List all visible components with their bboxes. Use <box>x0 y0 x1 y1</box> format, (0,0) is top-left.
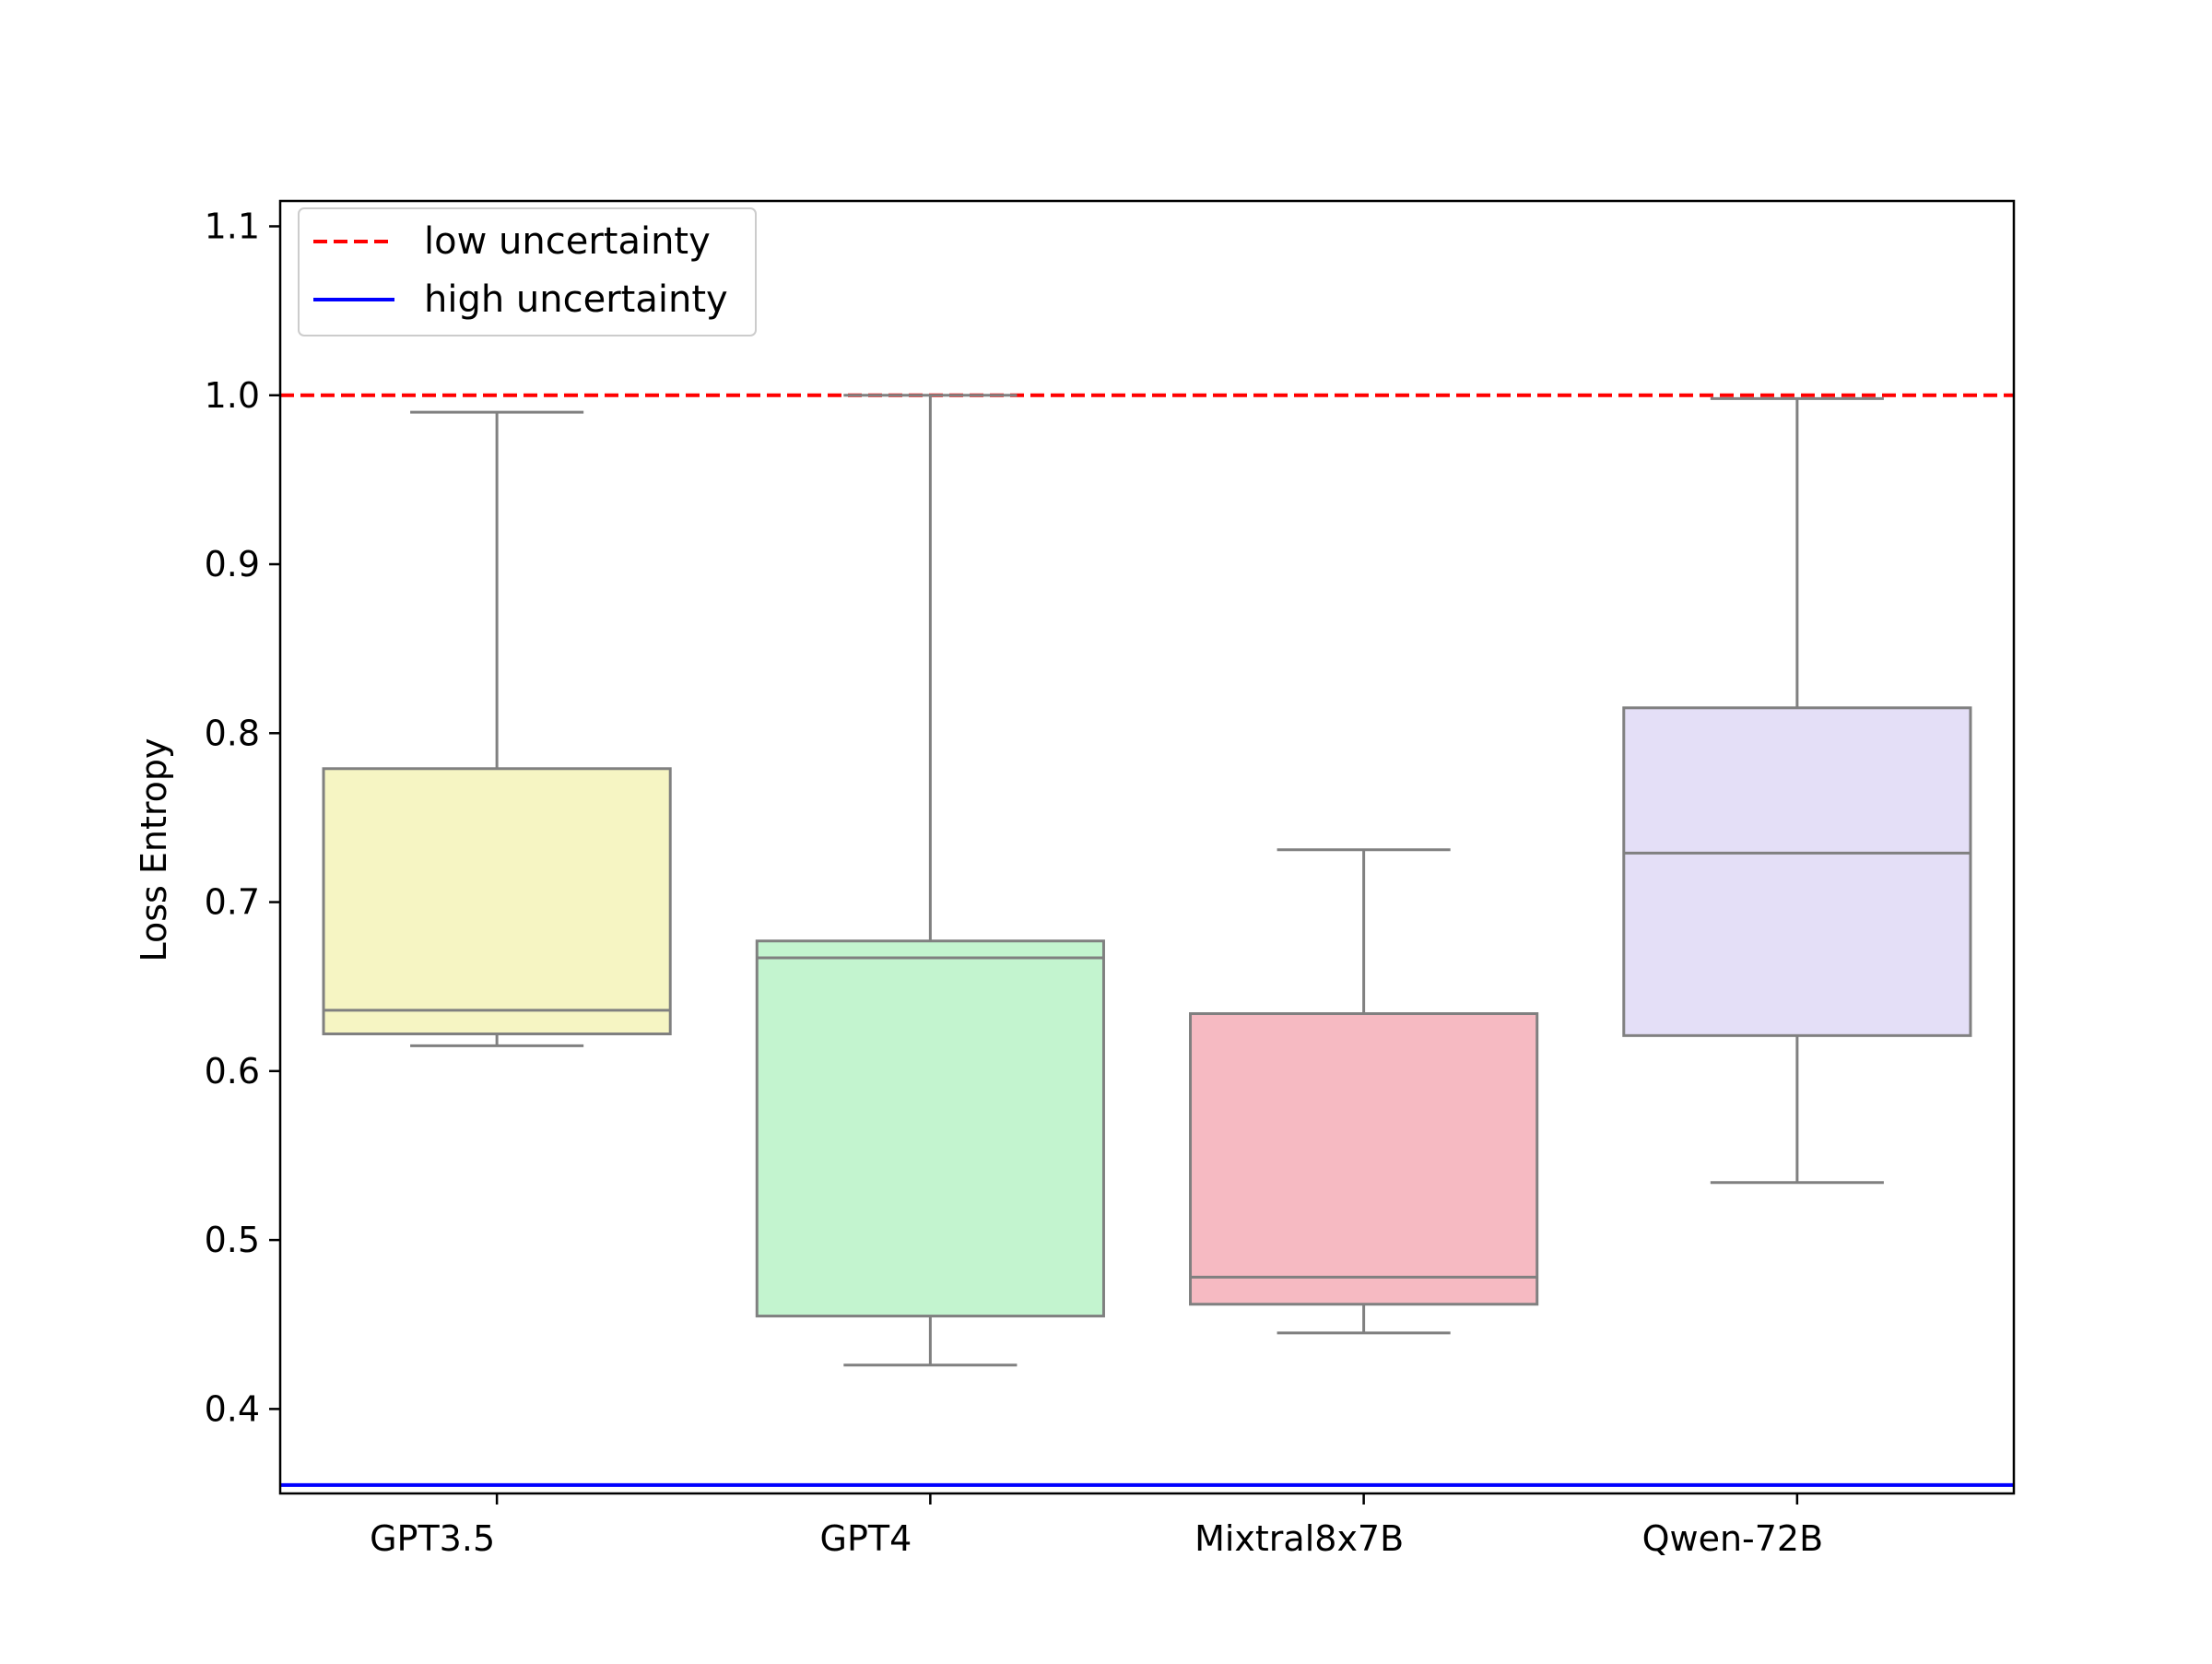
x-tick-label: Mixtral8x7B <box>1194 1518 1404 1559</box>
box-body <box>1622 706 1972 1037</box>
legend: low uncertainty high uncertainty <box>298 207 757 336</box>
y-tick-label: 1.0 <box>205 375 260 416</box>
y-tick-label: 0.5 <box>205 1220 260 1260</box>
legend-label-high-uncertainty: high uncertainty <box>424 278 728 321</box>
box-body <box>322 767 672 1036</box>
y-tick-label: 0.9 <box>205 544 260 584</box>
box-mixtral8x7b <box>1189 848 1539 1335</box>
legend-label-low-uncertainty: low uncertainty <box>424 220 711 263</box>
y-tick-label: 0.6 <box>205 1051 260 1092</box>
x-tick-label: GPT4 <box>820 1518 912 1559</box>
y-tick-label: 0.4 <box>205 1388 260 1429</box>
y-tick-label: 0.7 <box>205 882 260 923</box>
plot-frame <box>278 199 2016 1495</box>
y-tick-label: 0.8 <box>205 713 260 753</box>
box-gpt3-5 <box>322 410 672 1047</box>
box-qwen-72b <box>1622 396 1972 1185</box>
box-body <box>755 939 1105 1318</box>
box-body <box>1189 1012 1539 1306</box>
y-tick-label: 1.1 <box>205 206 260 246</box>
y-axis-label: Loss Entropy <box>134 738 174 962</box>
box-gpt4 <box>755 394 1105 1367</box>
x-tick-label: Qwen-72B <box>1642 1518 1824 1559</box>
x-tick-label: GPT3.5 <box>370 1518 495 1559</box>
